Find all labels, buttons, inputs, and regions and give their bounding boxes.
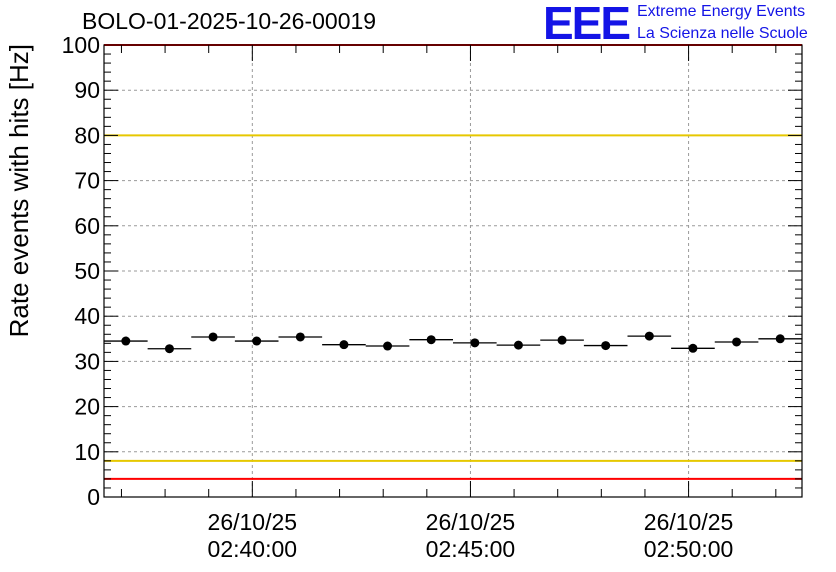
chart-title: BOLO-01-2025-10-26-00019 — [82, 8, 377, 34]
data-point — [164, 344, 174, 354]
y-axis-label: Rate events with hits [Hz] — [4, 44, 34, 337]
y-tick-label: 10 — [74, 439, 100, 465]
y-tick-label: 80 — [74, 122, 100, 148]
data-point — [121, 336, 131, 346]
x-tick-label-date: 26/10/25 — [644, 509, 734, 535]
data-point — [295, 332, 305, 342]
y-tick-label: 0 — [87, 484, 100, 510]
y-tick-label: 90 — [74, 77, 100, 103]
logo-line-1: Extreme Energy Events — [637, 3, 806, 20]
data-point — [557, 335, 567, 345]
data-point — [732, 337, 742, 347]
y-tick-label: 40 — [74, 303, 100, 329]
x-tick-label-time: 02:45:00 — [426, 536, 516, 562]
data-point — [339, 340, 349, 350]
data-point — [644, 331, 654, 341]
eee-logo-mark: EEE — [543, 0, 631, 49]
x-tick-label-time: 02:40:00 — [208, 536, 298, 562]
y-tick-label: 60 — [74, 213, 100, 239]
data-point — [688, 343, 698, 353]
data-point — [470, 338, 480, 348]
x-tick-label-date: 26/10/25 — [426, 509, 516, 535]
y-tick-label: 30 — [74, 348, 100, 374]
x-tick-label-time: 02:50:00 — [644, 536, 734, 562]
y-tick-label: 100 — [62, 32, 100, 58]
data-point — [775, 334, 785, 344]
y-tick-label: 70 — [74, 168, 100, 194]
logo-line-2: La Scienza nelle Scuole — [637, 25, 808, 42]
y-tick-label: 50 — [74, 258, 100, 284]
data-point — [383, 341, 393, 351]
y-tick-label: 20 — [74, 394, 100, 420]
data-point — [513, 340, 523, 350]
data-point — [601, 341, 611, 351]
data-point — [426, 335, 436, 345]
data-point — [252, 336, 262, 346]
data-point — [208, 332, 218, 342]
x-tick-label-date: 26/10/25 — [208, 509, 298, 535]
